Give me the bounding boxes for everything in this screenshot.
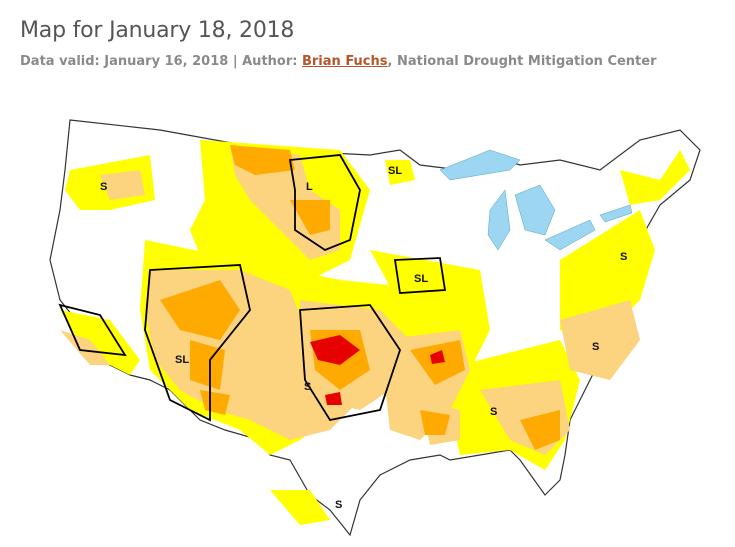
impact-label: S: [100, 181, 107, 193]
impact-label: L: [306, 181, 313, 193]
valid-prefix: Data valid:: [20, 54, 105, 69]
valid-date: January 16, 2018: [104, 54, 229, 69]
impact-label: S: [592, 341, 599, 353]
drought-map: S L SL SL SL S S S S S: [40, 110, 720, 540]
impact-label: SL: [175, 354, 189, 366]
author-prefix: Author:: [242, 54, 302, 69]
page-title: Map for January 18, 2018: [20, 18, 295, 43]
great-lakes: [439, 149, 633, 251]
impact-label: S: [620, 251, 627, 263]
d3-areas: [310, 335, 445, 405]
impact-label: S: [304, 381, 311, 393]
separator: |: [228, 54, 243, 69]
impact-label: SL: [388, 165, 402, 177]
author-link[interactable]: Brian Fuchs: [301, 54, 388, 69]
author-suffix: , National Drought Mitigation Center: [387, 54, 657, 69]
impact-boundaries: [58, 154, 447, 422]
drought-map-svg: S L SL SL SL S S S S S: [49, 119, 701, 537]
d2-areas: [160, 145, 560, 450]
impact-label: S: [335, 499, 342, 511]
data-valid-line: Data valid: January 16, 2018 | Author: B…: [20, 54, 657, 69]
impact-label: SL: [414, 273, 428, 285]
impact-label: S: [490, 406, 497, 418]
